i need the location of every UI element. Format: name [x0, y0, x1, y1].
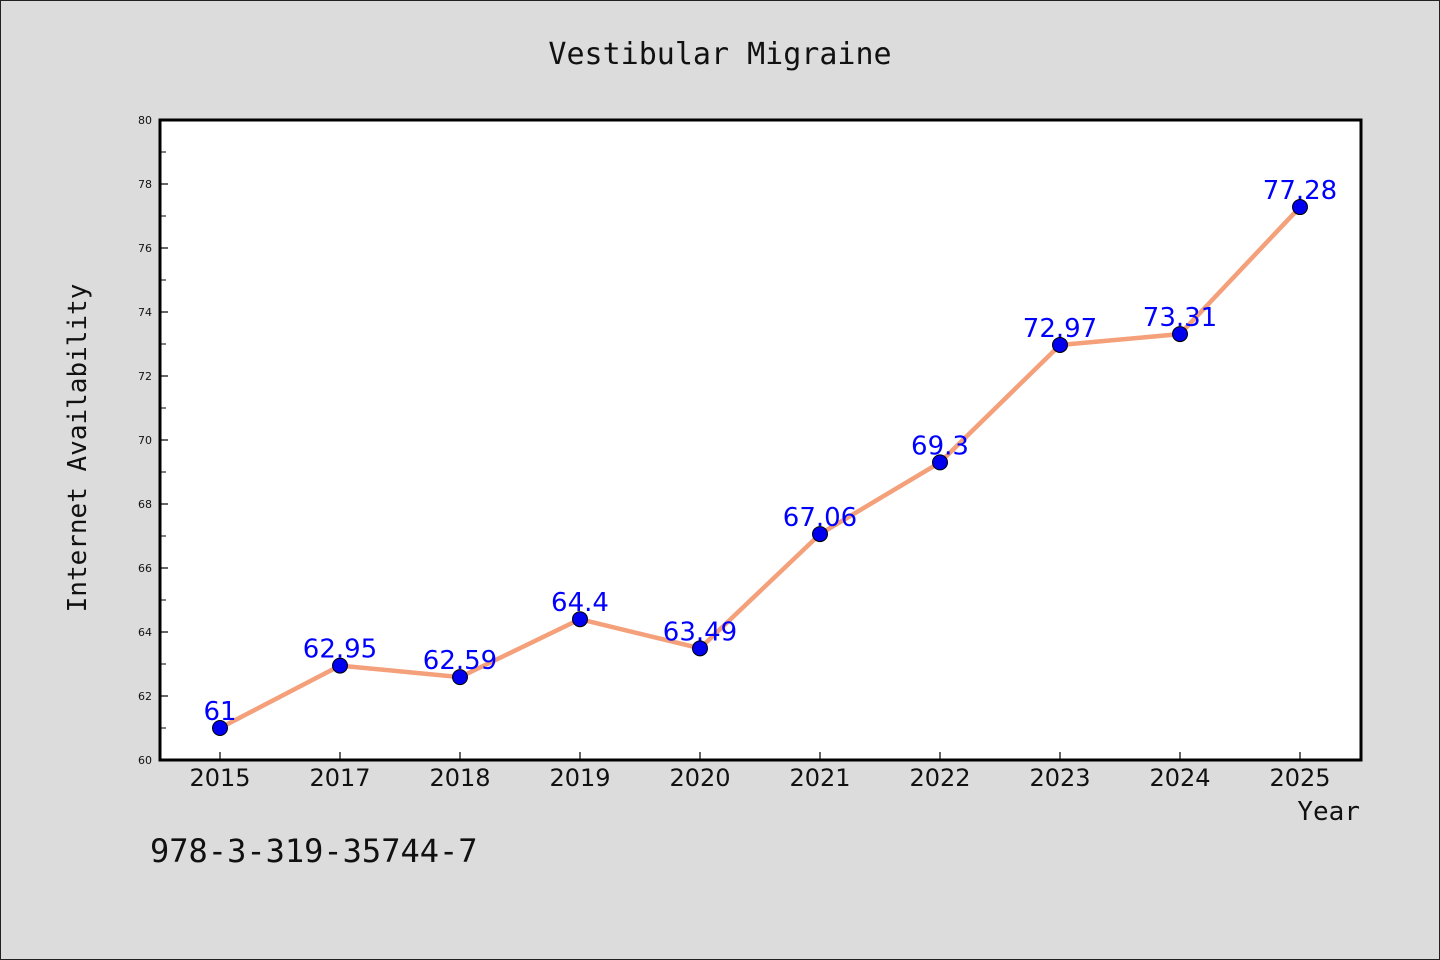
data-point — [572, 611, 588, 628]
y-tick-label: 80 — [138, 114, 152, 127]
data-label: 62.59 — [423, 646, 497, 676]
x-tick-label: 2018 — [429, 764, 490, 792]
y-tick-label: 64 — [138, 626, 152, 639]
data-point — [212, 720, 228, 736]
y-axis-label: Internet Availability — [63, 284, 93, 613]
y-tick-label: 60 — [138, 754, 152, 767]
series-line-path — [218, 205, 1302, 730]
x-tick-label: 2017 — [309, 764, 370, 792]
data-label: 64.4 — [551, 588, 609, 618]
data-label: 63.49 — [663, 617, 737, 647]
y-tick-label: 78 — [138, 178, 152, 191]
data-label: 61 — [203, 697, 236, 727]
data-label: 67.06 — [783, 503, 857, 533]
y-tick-label: 72 — [138, 370, 152, 383]
y-tick-label: 70 — [138, 434, 152, 447]
data-point — [1052, 336, 1068, 353]
series-line: 61 62.95 62.59 64.4 63.49 67.06 69.3 72.97 73.31… — [203, 176, 1337, 736]
x-tick-label: 2025 — [1269, 764, 1330, 792]
y-tick-label: 62 — [138, 690, 152, 703]
data-point — [692, 640, 708, 657]
x-axis-label: Year — [1297, 797, 1360, 827]
data-label: 69.3 — [911, 431, 969, 461]
data-label: 77.28 — [1263, 176, 1337, 206]
plot-area — [158, 118, 1363, 762]
x-tick-label: 2024 — [1149, 764, 1210, 792]
chart-title: Vestibular Migraine — [548, 37, 891, 72]
y-tick-label: 68 — [138, 498, 152, 511]
y-tick-label: 74 — [138, 306, 152, 319]
y-tick-label: 66 — [138, 562, 152, 575]
data-label: 72.97 — [1023, 314, 1097, 344]
data-point — [812, 526, 828, 543]
x-tick-label: 2022 — [909, 764, 970, 792]
y-tick-label: 76 — [138, 242, 152, 255]
isbn-text: 978-3-319-35744-7 — [150, 832, 478, 870]
x-tick-label: 2023 — [1029, 764, 1090, 792]
data-label: 62.95 — [303, 635, 377, 665]
y-axis: 60 62 64 66 68 70 72 74 76 78 80 — [138, 114, 168, 767]
data-point — [452, 669, 468, 686]
x-tick-label: 2020 — [669, 764, 730, 792]
data-point — [1172, 326, 1188, 343]
x-tick-label: 2021 — [789, 764, 850, 792]
x-tick-label: 2015 — [189, 764, 250, 792]
x-axis: 2015 2017 2018 2019 2020 2021 2022 2023 2024 2025 — [189, 752, 1331, 792]
data-point — [332, 657, 348, 674]
data-label: 73.31 — [1143, 303, 1217, 333]
data-point — [932, 454, 948, 471]
data-point — [1292, 199, 1308, 216]
x-tick-label: 2019 — [549, 764, 610, 792]
